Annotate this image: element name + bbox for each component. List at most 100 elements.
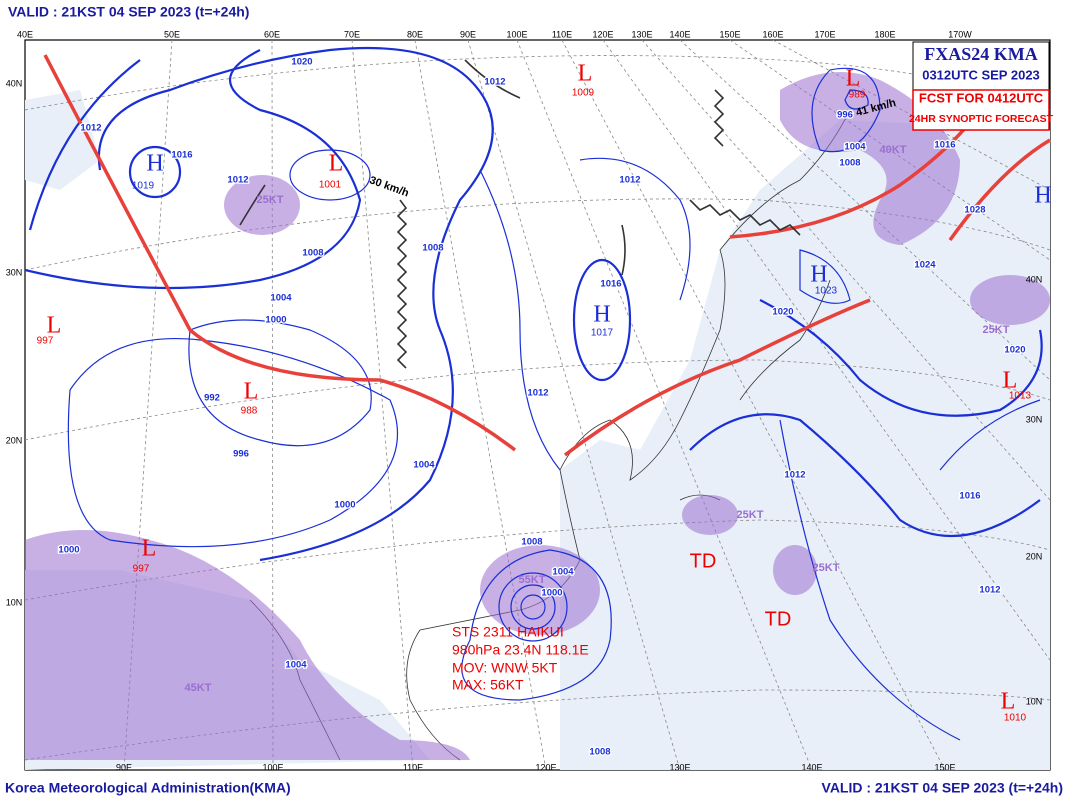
pressure-symbol: L [329,151,344,177]
isobar-label: 996 [233,449,249,460]
isobar-label: 1016 [600,279,621,290]
wind-label: 25KT [737,509,764,521]
wind-label: 45KT [185,682,212,694]
pressure-value: 1009 [572,88,595,99]
isobar-label: 1016 [959,491,980,502]
isobar-label: 1000 [265,315,286,326]
latitude-label: 20N [6,435,23,445]
pressure-symbol: L [846,66,861,92]
longitude-label: 130E [631,29,652,39]
storm-info: 980hPa 23.4N 118.1E [452,642,589,658]
title-line: FXAS24 KMA [924,44,1038,64]
longitude-label: 170W [948,29,972,39]
pressure-value: 997 [37,336,54,347]
pressure-symbol: L [1001,689,1016,715]
longitude-label: 120E [592,29,613,39]
pressure-symbol: H [1034,183,1051,209]
latitude-label: 10N [1026,696,1043,706]
isobar-label: 992 [204,393,220,404]
isobar-label: 1004 [552,567,574,578]
pressure-symbol: H [146,151,163,177]
depression-label: TD [765,608,792,630]
longitude-label: 90E [116,762,132,772]
longitude-label: 120E [535,762,556,772]
isobar-label: 1016 [934,140,955,151]
isobars [24,46,1043,741]
storm-info: STS 2311 HAIKUI [452,624,564,640]
wind-label: 40KT [880,144,907,156]
longitude-label: 110E [552,29,572,39]
isobar-label: 1008 [302,248,323,259]
isobar-label: 1012 [784,470,805,481]
longitude-label: 70E [344,29,360,39]
wind-label: 25KT [983,324,1010,336]
storm-info: MOV: WNW 5KT [452,660,558,676]
pressure-value: 1017 [591,328,614,339]
isobar-label: 996 [837,110,853,121]
wind-label: 25KT [813,562,840,574]
pressure-value: 1001 [319,180,342,191]
isobar-label: 1008 [839,158,860,169]
pressure-symbol: L [244,379,259,405]
pressure-symbol: L [1003,368,1018,394]
longitude-label: 40E [17,29,33,39]
footer-valid: VALID : 21KST 04 SEP 2023 (t=+24h) [822,780,1063,796]
longitude-label: 140E [801,762,822,772]
isobar-label: 1004 [844,142,866,153]
longitude-label: 160E [762,29,783,39]
latitude-label: 40N [1026,274,1043,284]
title-line: FCST FOR 0412UTC [919,90,1044,105]
isobar-label: 1020 [291,57,312,68]
isobar-label: 1004 [413,460,435,471]
title-line: 24HR SYNOPTIC FORECAST [909,113,1054,125]
isobar-label: 1016 [171,150,192,161]
longitude-label: 60E [264,29,280,39]
wind-label: 25KT [257,194,284,206]
wind-label: 55KT [519,574,546,586]
latitude-label: 30N [1026,414,1043,424]
pressure-value: 989 [849,90,866,101]
isobar-label: 1028 [964,205,985,216]
ocean [560,120,1050,770]
isobar-label: 1004 [285,660,307,671]
isobar-label: 1012 [80,123,101,134]
pressure-value: 1013 [1009,391,1032,402]
pressure-value: 1010 [1004,713,1027,724]
forecast-box [912,89,1050,131]
pressure-value: 997 [133,564,150,575]
pressure-value: 1019 [132,181,155,192]
header-valid: VALID : 21KST 04 SEP 2023 (t=+24h) [8,4,249,20]
longitude-label: 180E [874,29,895,39]
isobar-label: 1020 [1004,345,1025,356]
isobar-label: 1008 [422,243,443,254]
pressure-symbol: H [593,302,610,328]
longitude-label: 110E [403,762,423,772]
isobar-label: 1004 [270,293,292,304]
isobar-label: 1012 [619,175,640,186]
pressure-symbol: L [578,61,593,87]
latitude-label: 20N [1026,551,1043,561]
latitude-label: 30N [6,267,23,277]
isobar-label: 1000 [58,545,79,556]
longitude-label: 130E [669,762,690,772]
longitude-label: 100E [262,762,283,772]
longitude-label: 150E [934,762,955,772]
troughs [239,59,801,369]
isobar-label: 1000 [334,500,355,511]
isobar-label: 1020 [772,307,793,318]
isobar-label: 1012 [979,585,1000,596]
pressure-symbol: L [142,536,157,562]
footer-agency: Korea Meteorological Administration(KMA) [5,780,291,796]
pressure-symbol: L [47,313,62,339]
pressure-symbol: H [810,262,827,288]
isobar-label: 1012 [527,388,548,399]
isobar-label: 1012 [227,175,248,186]
longitude-label: 50E [164,29,180,39]
longitude-label: 80E [407,29,423,39]
isobar-label: 1008 [521,537,542,548]
longitude-label: 150E [719,29,740,39]
title-line: 0312UTC SEP 2023 [922,67,1040,82]
isobar-label: 1000 [541,588,562,599]
longitude-label: 140E [669,29,690,39]
